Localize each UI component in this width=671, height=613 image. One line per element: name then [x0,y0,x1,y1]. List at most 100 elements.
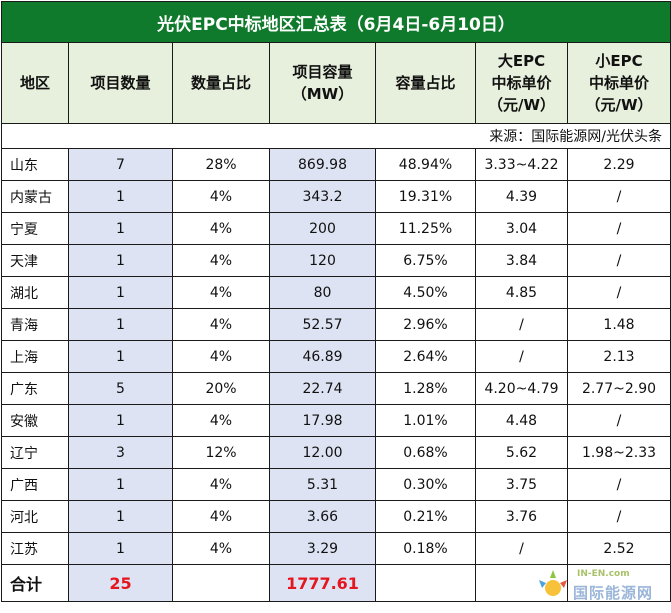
cell-large-epc-price: 3.33~4.22 [475,148,568,181]
cell-count: 7 [68,148,173,181]
cell-large-epc-price: 4.20~4.79 [475,372,568,405]
header-large-epc: 大EPC 中标单价 （元/W） [475,42,568,124]
cell-small-epc-price: / [567,500,671,533]
cell-capacity: 80 [269,276,376,309]
table-row: 江苏 1 4% 3.29 0.18%/2.52 [1,532,671,565]
cell-capacity: 3.29 [269,532,376,565]
cell-small-epc-price: / [567,180,671,213]
table-row: 上海 1 4% 46.89 2.64%/2.13 [1,340,671,373]
cell-capacity-share: 2.96% [375,308,476,341]
total-empty-cell [475,564,568,602]
cell-capacity-share: 48.94% [375,148,476,181]
table-title: 光伏EPC中标地区汇总表（6月4日-6月10日） [1,1,671,43]
cell-count: 1 [68,340,173,373]
cell-capacity-share: 11.25% [375,212,476,245]
table-row: 广东 5 20% 22.74 1.28% 4.20~4.79 2.77~2.90 [1,372,671,405]
cell-small-epc-price: / [567,404,671,437]
cell-capacity-share: 0.68% [375,436,476,469]
cell-region: 内蒙古 [1,180,69,213]
cell-capacity: 343.2 [269,180,376,213]
cell-region: 湖北 [1,276,69,309]
table-row: 河北 1 4% 3.66 0.21% 3.76/ [1,500,671,533]
source-note: 来源：国际能源网/光伏头条 [1,123,671,149]
cell-count-share: 28% [172,148,270,181]
cell-small-epc-price: 2.29 [567,148,671,181]
cell-large-epc-price: / [475,532,568,565]
header-small-line3: （元/W） [585,96,653,114]
cell-count-share: 4% [172,468,270,501]
cell-large-epc-price: / [475,308,568,341]
cell-region: 江苏 [1,532,69,565]
header-capacity-line2: （MW） [291,85,354,103]
cell-small-epc-price: 2.52 [567,532,671,565]
cell-count-share: 4% [172,404,270,437]
cell-count: 1 [68,532,173,565]
cell-large-epc-price: / [475,340,568,373]
header-row: 地区 项目数量 数量占比 项目容量 （MW） 容量占比 大EPC 中标单价 （元… [1,42,671,124]
cell-region: 广东 [1,372,69,405]
cell-capacity-share: 1.28% [375,372,476,405]
cell-capacity: 46.89 [269,340,376,373]
cell-capacity: 869.98 [269,148,376,181]
header-capacity: 项目容量 （MW） [269,42,376,124]
total-row: 合计 25 1777.61 [1,564,671,602]
total-capacity: 1777.61 [269,564,376,602]
cell-large-epc-price: 4.48 [475,404,568,437]
cell-capacity: 200 [269,212,376,245]
header-small-line2: 中标单价 [588,74,649,92]
cell-large-epc-price: 3.84 [475,244,568,277]
cell-capacity-share: 2.64% [375,340,476,373]
cell-count-share: 4% [172,532,270,565]
cell-region: 宁夏 [1,212,69,245]
cell-large-epc-price: 4.85 [475,276,568,309]
cell-small-epc-price: 2.13 [567,340,671,373]
cell-large-epc-price: 5.62 [475,436,568,469]
cell-region: 广西 [1,468,69,501]
cell-small-epc-price: 2.77~2.90 [567,372,671,405]
cell-large-epc-price: 4.39 [475,180,568,213]
cell-capacity-share: 0.30% [375,468,476,501]
total-empty-cell [375,564,476,602]
cell-count: 1 [68,308,173,341]
cell-count: 3 [68,436,173,469]
cell-count-share: 4% [172,500,270,533]
cell-count-share: 4% [172,340,270,373]
cell-count-share: 12% [172,436,270,469]
cell-count: 5 [68,372,173,405]
table-row: 宁夏 1 4% 200 11.25% 3.04/ [1,212,671,245]
table-row: 湖北 1 4% 80 4.50% 4.85/ [1,276,671,309]
cell-capacity: 3.66 [269,500,376,533]
cell-count-share: 4% [172,244,270,277]
table-row: 内蒙古 1 4% 343.2 19.31% 4.39/ [1,180,671,213]
cell-capacity: 5.31 [269,468,376,501]
table-row: 安徽 1 4% 17.98 1.01% 4.48/ [1,404,671,437]
cell-count-share: 4% [172,276,270,309]
header-small-epc: 小EPC 中标单价 （元/W） [567,42,671,124]
cell-count-share: 4% [172,212,270,245]
total-label: 合计 [1,564,69,602]
total-empty-cell [172,564,270,602]
total-count: 25 [68,564,173,602]
cell-region: 青海 [1,308,69,341]
cell-count-share: 4% [172,180,270,213]
header-region: 地区 [1,42,69,124]
cell-region: 天津 [1,244,69,277]
cell-capacity-share: 4.50% [375,276,476,309]
summary-table: 光伏EPC中标地区汇总表（6月4日-6月10日） 地区 项目数量 数量占比 项目… [1,1,671,602]
cell-capacity: 12.00 [269,436,376,469]
cell-small-epc-price: / [567,212,671,245]
cell-capacity: 22.74 [269,372,376,405]
header-small-line1: 小EPC [595,52,643,70]
cell-capacity-share: 19.31% [375,180,476,213]
cell-count: 1 [68,244,173,277]
cell-count: 1 [68,404,173,437]
cell-capacity: 17.98 [269,404,376,437]
header-count: 项目数量 [68,42,173,124]
cell-capacity: 52.57 [269,308,376,341]
cell-region: 河北 [1,500,69,533]
cell-count: 1 [68,180,173,213]
header-capacity-share: 容量占比 [375,42,476,124]
table-row: 广西 1 4% 5.31 0.30% 3.75/ [1,468,671,501]
cell-small-epc-price: / [567,468,671,501]
cell-small-epc-price: / [567,276,671,309]
